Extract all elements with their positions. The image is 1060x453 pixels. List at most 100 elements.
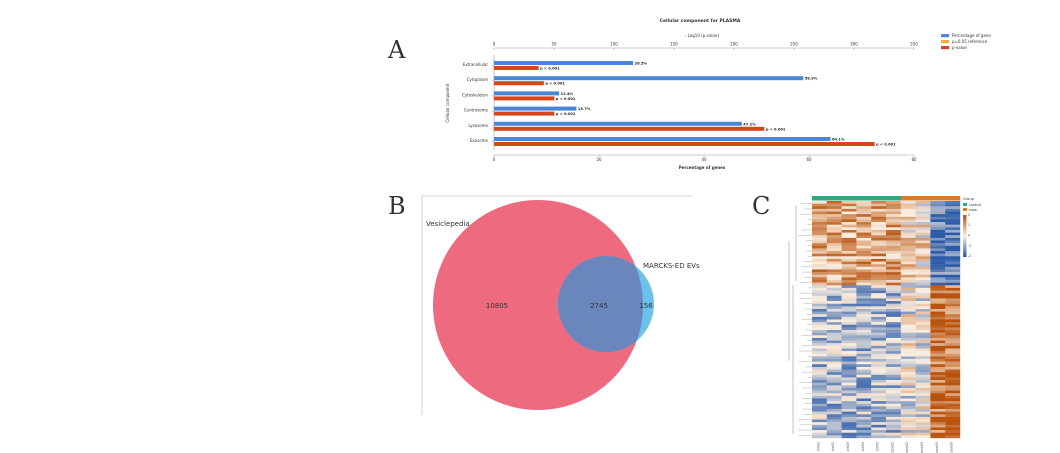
heatmap-cell [841,314,857,318]
heatmap-group-cell [856,196,872,201]
heatmap-cell [826,201,842,204]
heatmap-cell [930,237,946,241]
heatmap-cell [871,277,887,281]
heatmap-cell [856,306,872,310]
heatmap-cell [930,372,946,375]
heatmap-cell [826,229,842,233]
heatmap-cell [812,403,827,407]
heatmap-cell [826,308,842,312]
heatmap-cell [886,222,901,225]
heatmap-cell [900,411,916,415]
heatmap-cell [930,361,946,365]
heatmap-cell [856,274,872,278]
venn-count-overlap: 2745 [590,302,608,310]
heatmap-cell [841,208,857,212]
heatmap-cell [886,422,901,426]
heatmap-cell [826,409,842,412]
heatmap-cell [826,324,842,328]
heatmap-cell [886,219,901,223]
heatmap-cell [915,256,931,260]
heatmap-cell [871,266,887,270]
heatmap-cell [871,253,887,257]
heatmap-cell [945,343,961,347]
heatmap-cell [826,219,842,223]
heatmap-cell [945,251,961,254]
heatmap-cell [841,414,857,418]
heatmap-cell [841,274,857,278]
heatmap-scale-tick-label: 0 [968,233,970,237]
heatmap-cell [945,385,961,389]
heatmap-row-dendrogram [788,203,812,436]
heatmap-column-label: ctrl01 [816,442,820,451]
heatmap-cell [945,340,961,344]
heatmap-cell [871,203,887,207]
heatmap-cell [812,382,827,386]
top-axis-tick-label: 200 [730,42,738,47]
heatmap-cell [915,330,931,333]
heatmap-cell [945,430,961,433]
heatmap-cell [871,240,887,244]
heatmap-cell [841,227,857,231]
heatmap-cell [812,253,827,257]
heatmap-cell [930,261,946,265]
heatmap-group-cell [930,196,946,201]
heatmap-cell [856,419,872,423]
heatmap-cell [900,372,916,375]
heatmap-cell [930,208,946,212]
heatmap-cell [841,332,857,336]
heatmap-cell [841,361,857,365]
heatmap-cell [812,311,827,315]
heatmap-cell [945,303,961,307]
heatmap-cell [915,380,931,383]
heatmap-cell [826,285,842,289]
heatmap-cell [812,256,827,260]
heatmap-cell [841,395,857,399]
venn-circle-vesiclepedia [433,200,643,410]
heatmap-cell [826,340,842,344]
heatmap-cell [871,232,887,236]
heatmap-cell [826,343,842,347]
heatmap-cell [871,208,887,212]
heatmap-cell [812,224,827,228]
heatmap-cell [930,335,946,339]
heatmap-cell [871,229,887,233]
heatmap-cell [856,324,872,328]
heatmap-cell [945,369,961,373]
heatmap-cell [915,322,931,325]
heatmap-cell [856,393,872,397]
heatmap-cell [826,414,842,418]
heatmap-cell [871,374,887,378]
heatmap-cell [856,361,872,365]
heatmap-cell [812,229,827,233]
heatmap-cell [930,366,946,370]
heatmap-cell [930,343,946,347]
bar-percentage-label: 26.5% [635,62,648,66]
heatmap-group-cell [826,196,842,201]
heatmap-cell [886,364,901,368]
bar-percentage-label: 47.2% [743,122,756,126]
heatmap-cell [841,293,857,296]
heatmap-cell [826,356,842,360]
heatmap-cell [812,285,827,289]
heatmap-cell [945,419,961,423]
heatmap-cell [826,398,842,402]
heatmap-cell [886,351,901,354]
heatmap-cell [826,227,842,231]
heatmap-cell [871,311,887,315]
heatmap-cell [930,306,946,310]
heatmap-cell [841,359,857,362]
heatmap-cell [841,285,857,289]
heatmap-cell [886,385,901,389]
heatmap-cell [900,361,916,365]
heatmap-cell [856,314,872,318]
heatmap-cell [900,316,916,320]
heatmap-cell [886,359,901,362]
heatmap-cell [812,319,827,323]
heatmap-legend-swatch-control [963,203,967,206]
heatmap-cell [930,253,946,257]
heatmap-cell [900,293,916,296]
heatmap-cell [945,256,961,260]
heatmap-cell [871,303,887,307]
heatmap-cell [930,319,946,323]
heatmap-cell [945,295,961,299]
